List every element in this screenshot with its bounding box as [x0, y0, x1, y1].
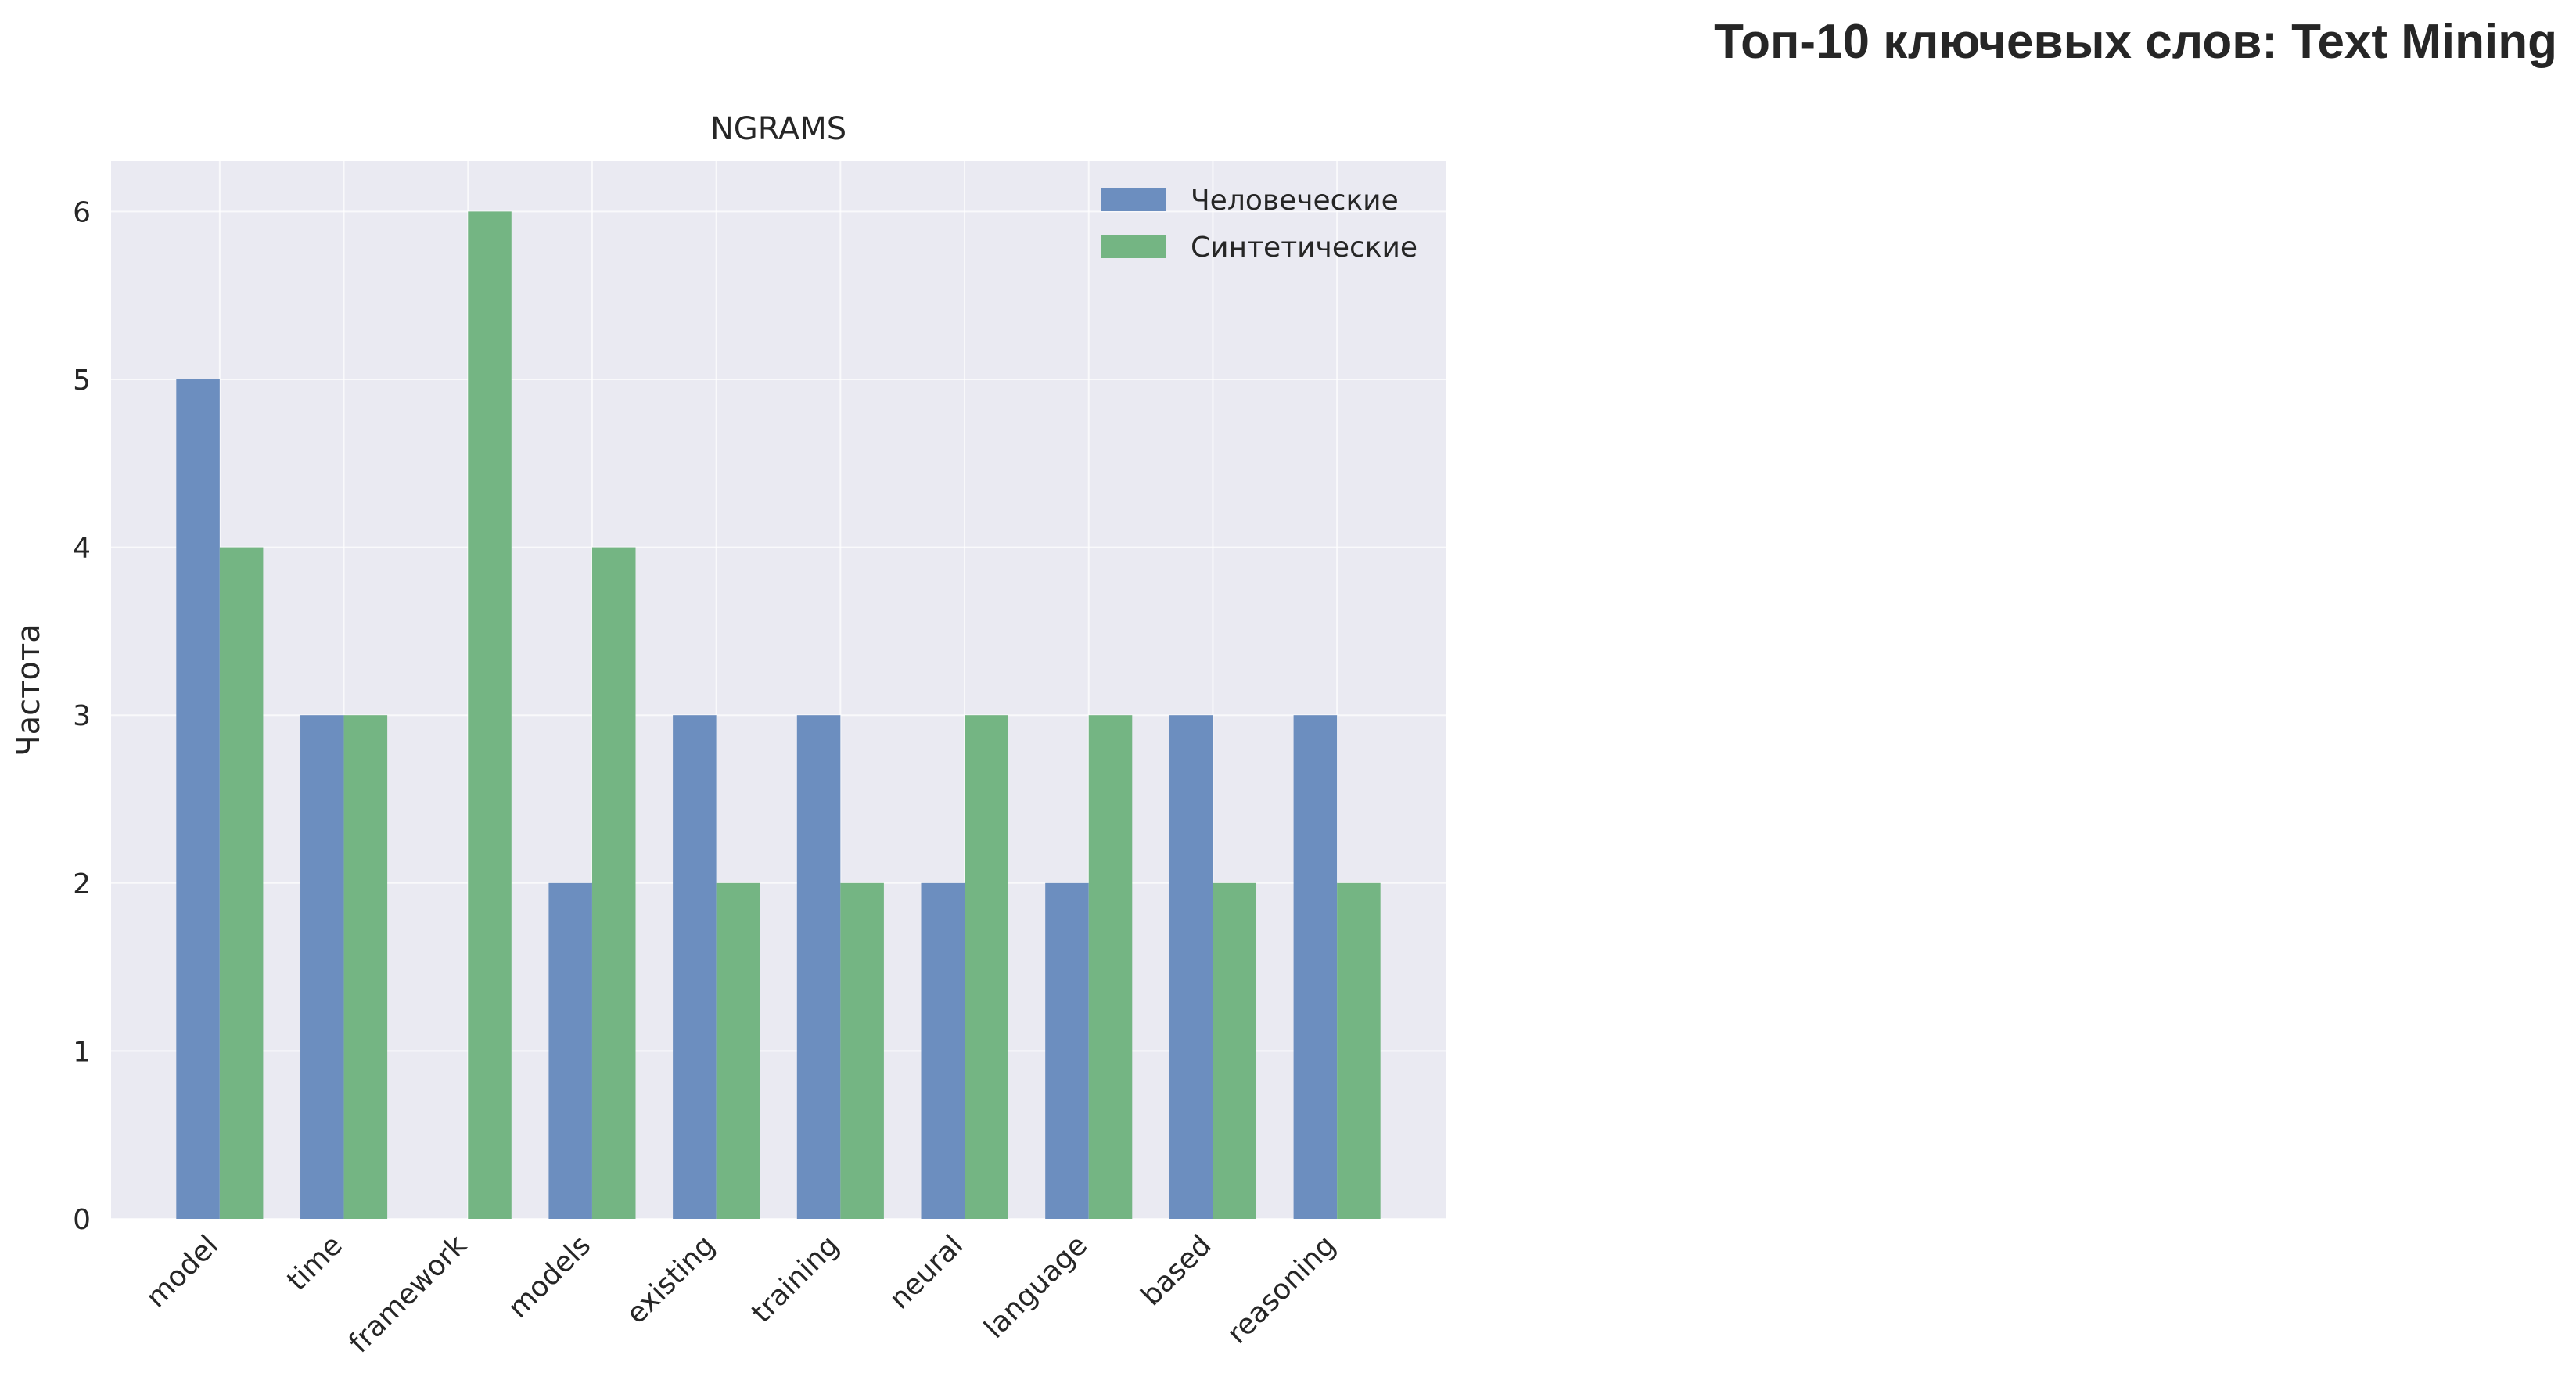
- bar-human-existing: [673, 715, 717, 1219]
- bar-synthetic-based: [1213, 882, 1256, 1219]
- x-tick-label: model: [140, 1229, 225, 1314]
- bar-human-model: [176, 379, 220, 1219]
- y-tick-label: 6: [73, 196, 91, 228]
- y-tick-label: 2: [73, 868, 91, 900]
- bar-human-models: [548, 882, 592, 1219]
- legend-label: Синтетические: [1191, 232, 1417, 264]
- y-tick-label: 0: [73, 1204, 91, 1236]
- bar-synthetic-training: [840, 882, 884, 1219]
- legend-label: Человеческие: [1191, 185, 1399, 217]
- bar-human-neural: [921, 882, 965, 1219]
- y-tick-labels: 0 1 2 3 4 5 6: [73, 196, 91, 1236]
- y-tick-label: 4: [73, 533, 91, 565]
- bars: [176, 211, 1381, 1219]
- bar-human-training: [796, 715, 841, 1219]
- bar-synthetic-framework: [468, 211, 512, 1219]
- bar-synthetic-language: [1088, 715, 1133, 1219]
- bar-human-reasoning: [1293, 715, 1338, 1219]
- bar-human-language: [1045, 882, 1089, 1219]
- bar-synthetic-reasoning: [1337, 882, 1381, 1219]
- legend[interactable]: Человеческие Синтетические: [1101, 185, 1417, 264]
- bar-synthetic-model: [219, 547, 264, 1219]
- bar-synthetic-models: [591, 547, 636, 1219]
- legend-swatch: [1101, 188, 1166, 211]
- bar-synthetic-neural: [965, 715, 1008, 1219]
- y-tick-label: 5: [73, 365, 91, 397]
- bar-synthetic-existing: [716, 882, 760, 1219]
- x-tick-label: framework: [343, 1229, 473, 1359]
- y-tick-label: 3: [73, 700, 91, 732]
- x-tick-label: reasoning: [1221, 1229, 1342, 1350]
- x-tick-label: models: [502, 1229, 598, 1325]
- x-tick-label: time: [281, 1229, 349, 1297]
- y-axis-title: Частота: [11, 624, 47, 757]
- y-tick-label: 1: [73, 1036, 91, 1068]
- figure-suptitle: Топ-10 ключевых слов: Text Mining: [1714, 15, 2557, 69]
- bar-human-time: [300, 715, 344, 1219]
- x-tick-label: existing: [620, 1229, 721, 1330]
- x-tick-label: training: [745, 1229, 846, 1329]
- chart-title: NGRAMS: [710, 111, 846, 147]
- x-tick-label: language: [979, 1229, 1094, 1345]
- bar-human-based: [1169, 715, 1213, 1219]
- bar-synthetic-time: [343, 715, 388, 1219]
- legend-swatch: [1101, 235, 1166, 258]
- x-tick-label: based: [1135, 1229, 1218, 1312]
- x-tick-label: neural: [883, 1229, 969, 1315]
